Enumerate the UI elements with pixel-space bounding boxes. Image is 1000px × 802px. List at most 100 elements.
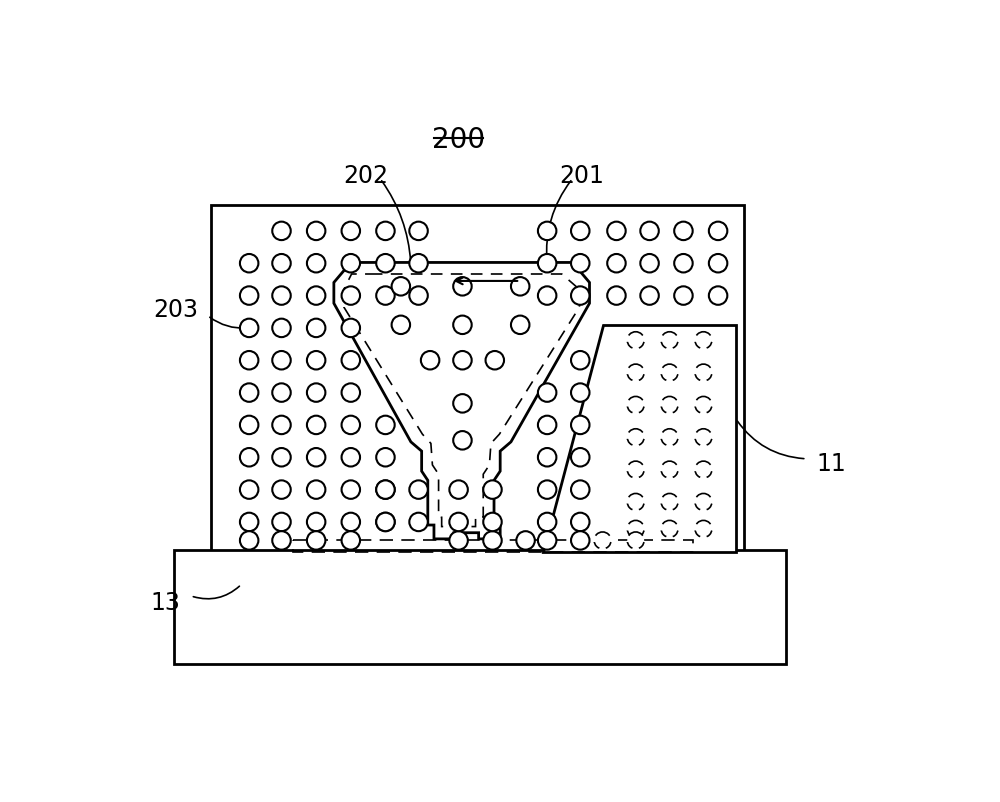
Circle shape xyxy=(376,287,395,306)
Circle shape xyxy=(240,255,258,273)
Circle shape xyxy=(627,397,644,414)
Circle shape xyxy=(392,316,410,334)
Circle shape xyxy=(483,480,502,499)
Circle shape xyxy=(661,461,678,479)
Circle shape xyxy=(307,532,325,550)
Circle shape xyxy=(272,384,291,403)
Circle shape xyxy=(376,255,395,273)
Circle shape xyxy=(376,513,395,532)
Circle shape xyxy=(571,222,590,241)
Circle shape xyxy=(511,316,529,334)
Circle shape xyxy=(272,532,291,550)
Polygon shape xyxy=(334,263,590,539)
Circle shape xyxy=(376,480,395,499)
Circle shape xyxy=(307,351,325,370)
Polygon shape xyxy=(543,326,736,553)
Circle shape xyxy=(695,332,712,349)
Circle shape xyxy=(661,520,678,537)
Circle shape xyxy=(607,255,626,273)
Circle shape xyxy=(272,287,291,306)
Circle shape xyxy=(483,513,502,532)
Circle shape xyxy=(627,429,644,446)
Circle shape xyxy=(376,222,395,241)
Circle shape xyxy=(695,365,712,382)
Circle shape xyxy=(307,384,325,403)
Circle shape xyxy=(449,532,468,550)
Circle shape xyxy=(240,384,258,403)
Circle shape xyxy=(511,277,529,296)
Circle shape xyxy=(409,222,428,241)
Circle shape xyxy=(538,513,556,532)
Circle shape xyxy=(695,520,712,537)
Circle shape xyxy=(516,532,535,550)
Circle shape xyxy=(594,533,611,549)
Bar xyxy=(211,206,744,553)
Circle shape xyxy=(240,513,258,532)
Circle shape xyxy=(272,480,291,499)
Circle shape xyxy=(571,351,590,370)
Circle shape xyxy=(272,416,291,435)
Circle shape xyxy=(376,448,395,467)
Circle shape xyxy=(627,533,644,549)
Text: 200: 200 xyxy=(432,125,485,153)
Circle shape xyxy=(421,351,439,370)
Circle shape xyxy=(342,287,360,306)
Circle shape xyxy=(392,277,410,296)
Circle shape xyxy=(640,255,659,273)
Circle shape xyxy=(342,416,360,435)
Circle shape xyxy=(240,480,258,499)
Circle shape xyxy=(571,513,590,532)
Circle shape xyxy=(272,448,291,467)
Circle shape xyxy=(538,416,556,435)
Circle shape xyxy=(627,520,644,537)
Circle shape xyxy=(627,332,644,349)
Circle shape xyxy=(307,222,325,241)
Circle shape xyxy=(695,494,712,511)
Circle shape xyxy=(342,532,360,550)
Circle shape xyxy=(661,397,678,414)
Circle shape xyxy=(538,532,556,550)
Circle shape xyxy=(342,513,360,532)
Circle shape xyxy=(709,287,727,306)
Text: 13: 13 xyxy=(150,590,180,614)
Circle shape xyxy=(538,480,556,499)
Circle shape xyxy=(695,461,712,479)
Circle shape xyxy=(342,255,360,273)
Circle shape xyxy=(695,397,712,414)
Circle shape xyxy=(240,319,258,338)
Circle shape xyxy=(571,287,590,306)
Circle shape xyxy=(376,416,395,435)
Circle shape xyxy=(674,255,693,273)
Circle shape xyxy=(640,222,659,241)
Circle shape xyxy=(240,287,258,306)
Circle shape xyxy=(627,365,644,382)
Circle shape xyxy=(342,351,360,370)
Circle shape xyxy=(240,351,258,370)
Circle shape xyxy=(342,222,360,241)
Circle shape xyxy=(272,255,291,273)
Circle shape xyxy=(272,222,291,241)
Circle shape xyxy=(449,480,468,499)
Circle shape xyxy=(240,416,258,435)
Circle shape xyxy=(272,319,291,338)
Circle shape xyxy=(661,494,678,511)
Circle shape xyxy=(307,513,325,532)
Text: 203: 203 xyxy=(153,298,198,322)
Circle shape xyxy=(409,255,428,273)
Circle shape xyxy=(449,513,468,532)
Circle shape xyxy=(695,429,712,446)
Circle shape xyxy=(307,480,325,499)
Circle shape xyxy=(607,222,626,241)
Circle shape xyxy=(538,384,556,403)
Circle shape xyxy=(342,319,360,338)
Text: 202: 202 xyxy=(344,164,389,188)
Circle shape xyxy=(571,384,590,403)
Circle shape xyxy=(342,448,360,467)
Circle shape xyxy=(240,532,258,550)
Circle shape xyxy=(538,222,556,241)
Circle shape xyxy=(307,448,325,467)
Circle shape xyxy=(453,277,472,296)
Circle shape xyxy=(307,255,325,273)
Circle shape xyxy=(661,429,678,446)
Circle shape xyxy=(627,494,644,511)
